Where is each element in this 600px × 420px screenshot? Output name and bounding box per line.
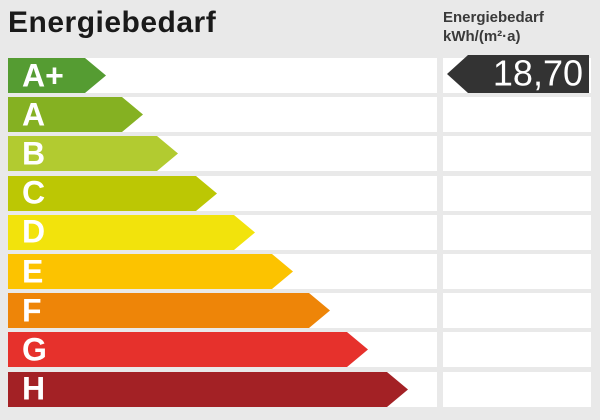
class-letter: C <box>22 174 46 211</box>
class-letter: F <box>22 292 42 329</box>
value-tag: 18,70 <box>447 55 589 93</box>
class-letter: A+ <box>22 56 64 93</box>
scale-row: E <box>0 254 600 289</box>
class-arrow-icon <box>8 371 408 407</box>
scale-row: A <box>0 96 600 133</box>
class-arrow-icon <box>8 214 255 250</box>
row-strip-value <box>443 136 591 172</box>
value-tag-arrow-icon <box>447 55 589 93</box>
class-arrow-icon <box>8 293 330 329</box>
row-strip-value <box>443 293 591 329</box>
scale-row: C <box>0 174 600 211</box>
scale-row: G <box>0 331 600 368</box>
class-arrow-icon <box>8 254 293 289</box>
class-letter: B <box>22 135 46 172</box>
class-arrow-icon <box>8 332 368 368</box>
class-arrow-icon <box>8 175 217 211</box>
class-letter: E <box>22 252 44 289</box>
class-letter: H <box>22 370 46 407</box>
class-letter: D <box>22 213 46 250</box>
row-strip-value <box>443 214 591 250</box>
value-column-header: Energiebedarf kWh/(m²·a) <box>443 8 544 46</box>
class-letter: G <box>22 331 47 368</box>
scale-row: B <box>0 135 600 172</box>
class-arrow-icon <box>8 58 106 93</box>
row-strip-value <box>443 175 591 211</box>
row-strip-value <box>443 97 591 133</box>
scale-row: D <box>0 213 600 250</box>
row-strip-value <box>443 254 591 289</box>
row-strip-value <box>443 371 591 407</box>
class-arrow-icon <box>8 136 178 172</box>
scale-row: F <box>0 292 600 329</box>
page-title: Energiebedarf <box>8 6 217 39</box>
value-header-unit: kWh/(m²·a) <box>443 28 521 45</box>
class-letter: A <box>22 96 46 133</box>
value-header-title: Energiebedarf <box>443 9 544 26</box>
scale-row: H <box>0 370 600 407</box>
energy-value: 18,70 <box>492 52 583 94</box>
class-arrow-icon <box>8 97 143 133</box>
row-strip-value <box>443 332 591 368</box>
